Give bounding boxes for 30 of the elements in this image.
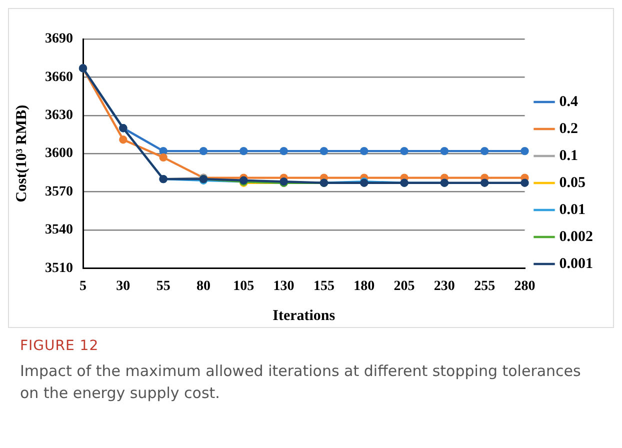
x-tick-label: 255 [474,279,496,294]
x-tick-label: 80 [196,279,210,294]
legend-label: 0.002 [559,228,593,245]
legend-label: 0.1 [559,148,578,164]
y-tick-label: 3600 [45,146,73,162]
x-tick-label: 30 [116,279,130,294]
y-axis-title: Cost(10³ RMB) [14,104,30,202]
x-tick-label: 55 [156,279,170,294]
x-tick-label: 155 [313,279,334,294]
x-tick-label: 280 [514,279,536,294]
y-tick-label: 3660 [45,70,73,85]
legend-label: 0.2 [559,120,578,137]
y-tick-label: 3570 [45,184,73,200]
x-tick-label: 205 [394,279,415,294]
legend-label: 0.001 [559,256,593,272]
legend-label: 0.01 [559,202,586,218]
x-tick-label: 105 [233,279,254,294]
y-tick-label: 3630 [45,108,73,124]
x-tick-label: 130 [273,279,294,294]
y-tick-label: 3510 [45,260,73,276]
y-tick-label: 3690 [45,32,73,47]
caption: FIGURE 12 [20,338,100,354]
x-axis-title: Iterations [272,308,336,324]
y-tick-label: 3540 [45,222,73,238]
x-tick-label: 230 [434,279,455,294]
legend-label: 0.4 [559,94,578,110]
legend-label: 0.05 [559,174,586,191]
text: Impact of the maximum allowed iterations at different stopping tolerances on the energy supply cost. [20,361,582,404]
x-tick-label: 5 [80,279,86,294]
x-tick-label: 180 [354,279,375,294]
